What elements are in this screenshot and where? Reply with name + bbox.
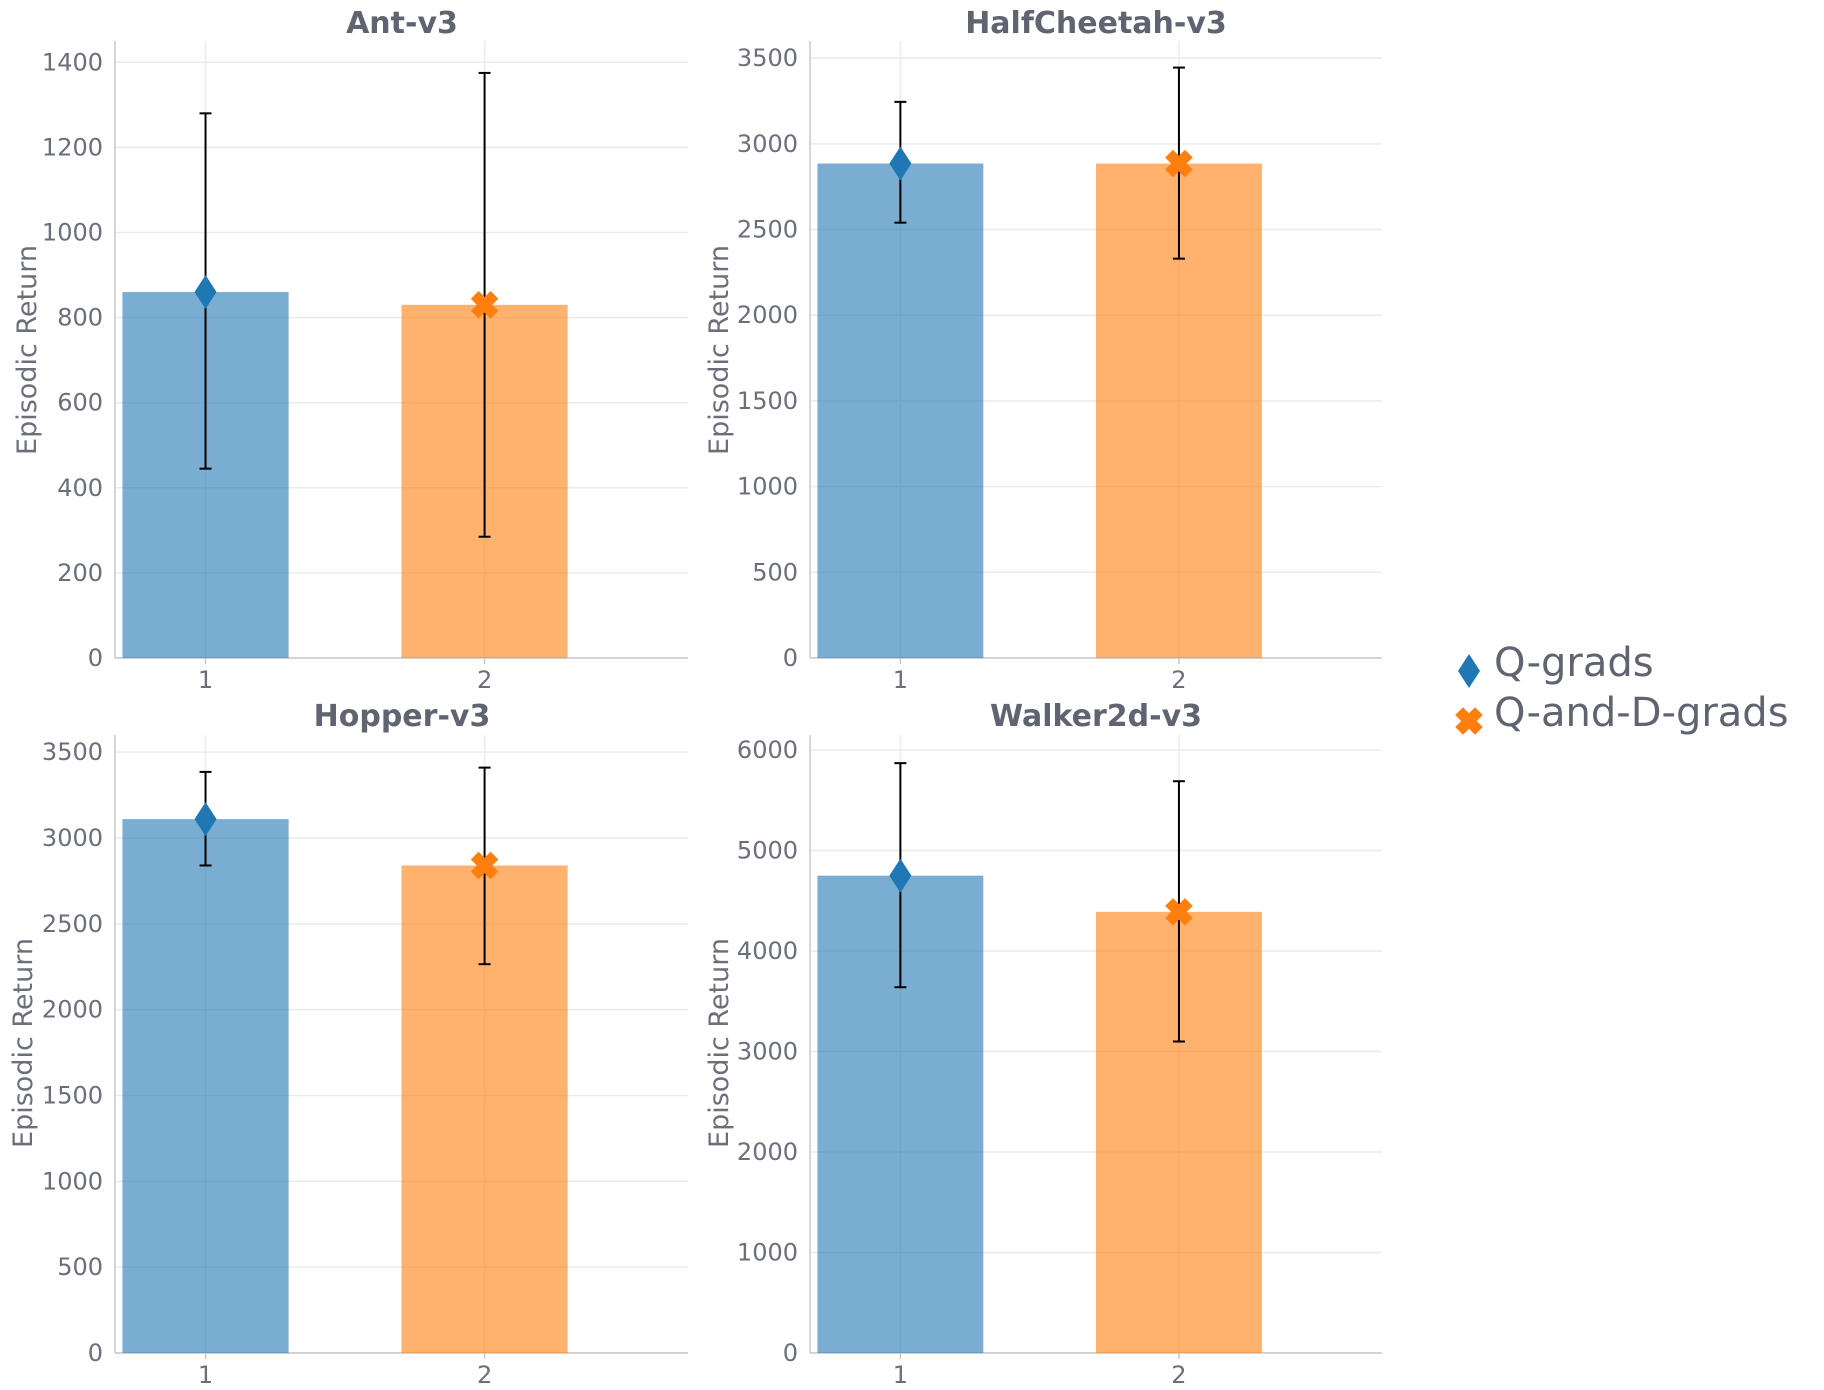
y-tick-label: 0 (783, 1339, 798, 1367)
legend-label: Q-grads (1494, 640, 1654, 686)
x-tick-label: 1 (893, 1361, 908, 1389)
y-axis-title: Episodic Return (704, 245, 735, 455)
diamond-marker (889, 146, 912, 181)
y-tick-label: 600 (57, 389, 103, 417)
y-tick-label: 800 (57, 304, 103, 332)
subplot-title: Ant-v3 (346, 6, 458, 41)
y-tick-label: 5000 (737, 837, 798, 865)
y-axis-title: Episodic Return (8, 938, 39, 1148)
y-tick-label: 4000 (737, 937, 798, 965)
y-tick-label: 2500 (42, 910, 103, 938)
y-tick-label: 3500 (42, 738, 103, 766)
subplot-halfcheetah-v3: HalfCheetah-v3 Episodic Return 0 500 1000 1… (704, 6, 1382, 694)
y-tick-label: 2000 (42, 996, 103, 1024)
y-tick-label: 200 (57, 559, 103, 587)
y-tick-label: 1400 (42, 48, 103, 76)
x-tick-label: 1 (893, 666, 908, 694)
y-tick-label: 1000 (737, 1239, 798, 1267)
x-tick-label: 2 (1171, 666, 1186, 694)
legend-label: Q-and-D-grads (1494, 690, 1789, 736)
y-tick-label: 6000 (737, 736, 798, 764)
x-marker (470, 291, 499, 319)
diamond-marker (194, 275, 217, 310)
y-tick-label: 1500 (42, 1082, 103, 1110)
subplot-title: Hopper-v3 (314, 699, 491, 734)
subplot-title: Walker2d-v3 (990, 699, 1202, 734)
x-tick-label: 1 (198, 1361, 213, 1389)
y-tick-label: 3500 (737, 44, 798, 72)
diamond-marker (889, 858, 912, 893)
diamond-marker (194, 802, 217, 837)
x-marker (1165, 898, 1193, 926)
bar (817, 163, 984, 658)
bar (122, 819, 289, 1353)
y-tick-label: 0 (88, 1339, 103, 1367)
legend-item-q-and-d-grads: Q-and-D-grads (1455, 690, 1789, 736)
y-tick-label: 1500 (737, 387, 798, 415)
legend: Q-grads Q-and-D-grads (1455, 640, 1789, 736)
x-marker (470, 851, 499, 880)
y-tick-label: 2000 (737, 1138, 798, 1166)
y-tick-label: 400 (57, 474, 103, 502)
x-tick-label: 1 (198, 666, 213, 694)
y-tick-label: 1000 (737, 473, 798, 501)
y-tick-label: 2500 (737, 216, 798, 244)
legend-item-q-grads: Q-grads (1458, 640, 1654, 688)
x-tick-label: 2 (477, 666, 492, 694)
y-tick-label: 0 (88, 644, 103, 672)
y-tick-label: 3000 (42, 824, 103, 852)
y-tick-label: 1000 (42, 218, 103, 246)
x-marker (1165, 149, 1193, 178)
y-axis-title: Episodic Return (704, 938, 735, 1148)
subplot-walker2d-v3: Walker2d-v3 Episodic Return 0 1000 2000 300… (704, 699, 1382, 1389)
y-tick-label: 1000 (42, 1167, 103, 1195)
y-tick-label: 2000 (737, 301, 798, 329)
diamond-icon (1458, 654, 1480, 688)
x-tick-label: 2 (477, 1361, 492, 1389)
y-tick-label: 3000 (737, 130, 798, 158)
subplot-hopper-v3: Hopper-v3 Episodic Return 0 500 1000 1500 20… (8, 699, 688, 1389)
subplot-ant-v3: Ant-v3 Episodic Return 0 200 400 600 800 1000… (12, 6, 688, 694)
y-axis-title: Episodic Return (12, 245, 43, 455)
y-tick-label: 500 (57, 1253, 103, 1281)
x-tick-label: 2 (1171, 1361, 1186, 1389)
y-tick-label: 500 (752, 558, 798, 586)
y-tick-label: 1200 (42, 133, 103, 161)
y-tick-label: 3000 (737, 1038, 798, 1066)
subplot-title: HalfCheetah-v3 (965, 6, 1227, 41)
x-icon (1455, 707, 1483, 735)
y-tick-label: 0 (783, 644, 798, 672)
